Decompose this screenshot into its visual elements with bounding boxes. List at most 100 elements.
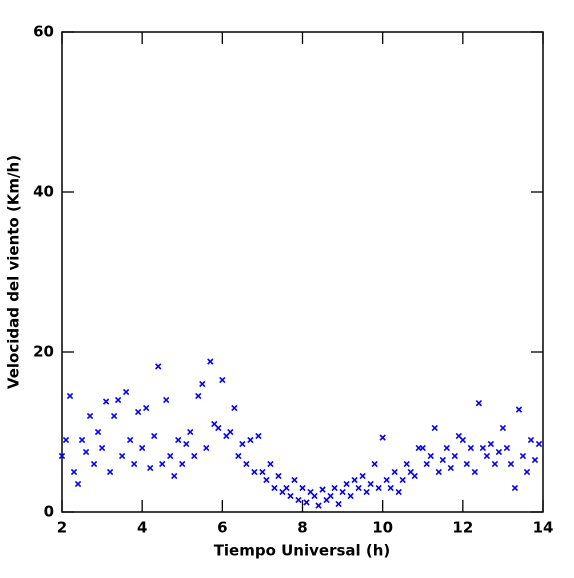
point [411,472,418,480]
point-stroke [94,428,102,436]
point [435,468,442,476]
point [527,436,535,444]
point [451,452,458,460]
point [447,464,454,472]
point [467,444,475,452]
point-stroke [82,448,90,456]
x-tick-label: 2 [57,519,67,537]
point [78,436,86,444]
point [503,444,511,452]
point [130,460,138,468]
point [267,460,274,468]
point [263,476,270,484]
point-stroke [62,436,70,444]
point-stroke [291,476,298,484]
point [255,432,262,440]
point-stroke [335,500,342,508]
point-stroke [515,406,523,413]
point-stroke [195,392,202,400]
point-stroke [239,440,246,448]
point [399,476,406,484]
point-stroke [423,460,430,468]
point [143,404,150,412]
point-stroke [327,492,334,500]
point-stroke [403,460,410,468]
point-stroke [219,376,226,384]
point [90,460,98,468]
point [335,500,342,508]
point-stroke [139,444,146,452]
point [487,440,495,448]
point [331,484,338,492]
point [171,472,178,480]
point [163,396,170,404]
point-stroke [175,436,182,444]
point-stroke [487,440,495,448]
point-stroke [447,464,454,472]
point [187,428,194,436]
point [475,400,483,407]
point [219,376,226,384]
x-tick-label: 10 [372,519,393,537]
point [471,468,479,476]
point [371,460,378,468]
point [203,444,210,452]
point [507,460,515,468]
point [347,492,354,500]
point-stroke [187,428,194,436]
point-stroke [459,436,466,444]
point-stroke [531,456,539,464]
point-stroke [207,358,214,365]
point-stroke [519,452,527,460]
point-stroke [114,396,122,404]
point [339,488,346,496]
point-stroke [319,486,326,493]
point-stroke [359,472,366,480]
point [243,460,250,468]
point [179,460,186,468]
point-stroke [118,452,126,460]
point-stroke [463,460,471,468]
point [499,424,507,432]
point-stroke [191,452,198,460]
point-stroke [535,440,543,448]
point-stroke [427,452,434,460]
point [102,398,110,405]
point [207,358,214,365]
point [535,440,543,448]
point [70,468,78,476]
point-stroke [215,424,222,432]
point-stroke [303,499,310,506]
point [110,412,118,420]
point-stroke [147,464,154,472]
point-stroke [387,484,394,492]
point-stroke [271,484,278,492]
point-stroke [411,472,418,480]
point-stroke [299,484,306,492]
point-stroke [391,468,398,476]
point-stroke [475,400,483,407]
point [74,480,82,488]
point [62,436,70,444]
point-stroke [467,444,475,452]
point-stroke [199,380,206,388]
point-stroke [171,472,178,480]
point [227,428,234,436]
point [443,444,450,452]
point [251,468,258,476]
point [147,464,154,472]
point [383,476,390,484]
point [259,468,266,476]
point-stroke [78,436,86,444]
point-stroke [287,492,294,500]
point [355,484,362,492]
point-stroke [106,468,114,476]
point [419,444,426,452]
point [511,484,519,492]
point-stroke [155,363,162,370]
point [66,392,74,400]
point [463,460,471,468]
point [379,434,386,441]
x-axis-label: Tiempo Universal (h) [214,542,391,560]
point-stroke [126,436,134,444]
